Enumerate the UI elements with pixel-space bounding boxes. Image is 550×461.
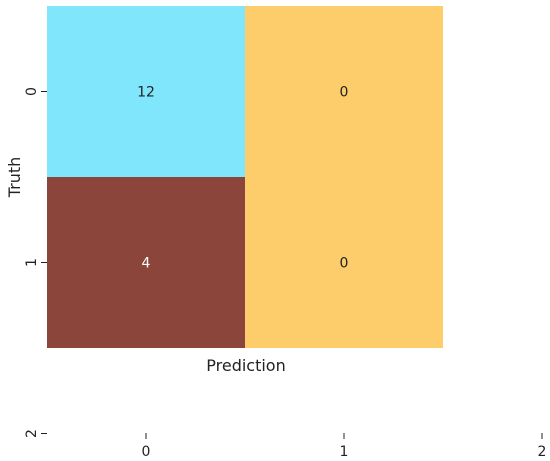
x-tick-label: 0	[142, 444, 151, 460]
heatmap-cells: 12 0 4 0	[47, 6, 443, 348]
cell-value-label: 0	[340, 85, 349, 101]
heatmap-cell-r0-c1	[245, 6, 443, 177]
y-axis-title: Truth	[5, 157, 24, 199]
y-tick-label: 0	[24, 87, 40, 96]
heatmap-cell-r0-c0	[47, 6, 245, 177]
x-tick-label: 1	[340, 444, 349, 460]
cell-value-label: 0	[340, 256, 349, 272]
y-axis-ticks: 0 1 2	[24, 87, 47, 438]
heatmap-cell-r1-c1	[245, 177, 443, 348]
y-tick-label: 2	[24, 429, 40, 438]
x-axis-title: Prediction	[206, 356, 285, 375]
cell-value-label: 12	[137, 85, 155, 101]
x-axis-ticks: 0 1 2	[142, 433, 547, 460]
y-tick-label: 1	[24, 258, 40, 267]
cell-value-label: 4	[142, 256, 151, 272]
x-tick-label: 2	[538, 444, 547, 460]
heatmap-cell-r1-c0	[47, 177, 245, 348]
